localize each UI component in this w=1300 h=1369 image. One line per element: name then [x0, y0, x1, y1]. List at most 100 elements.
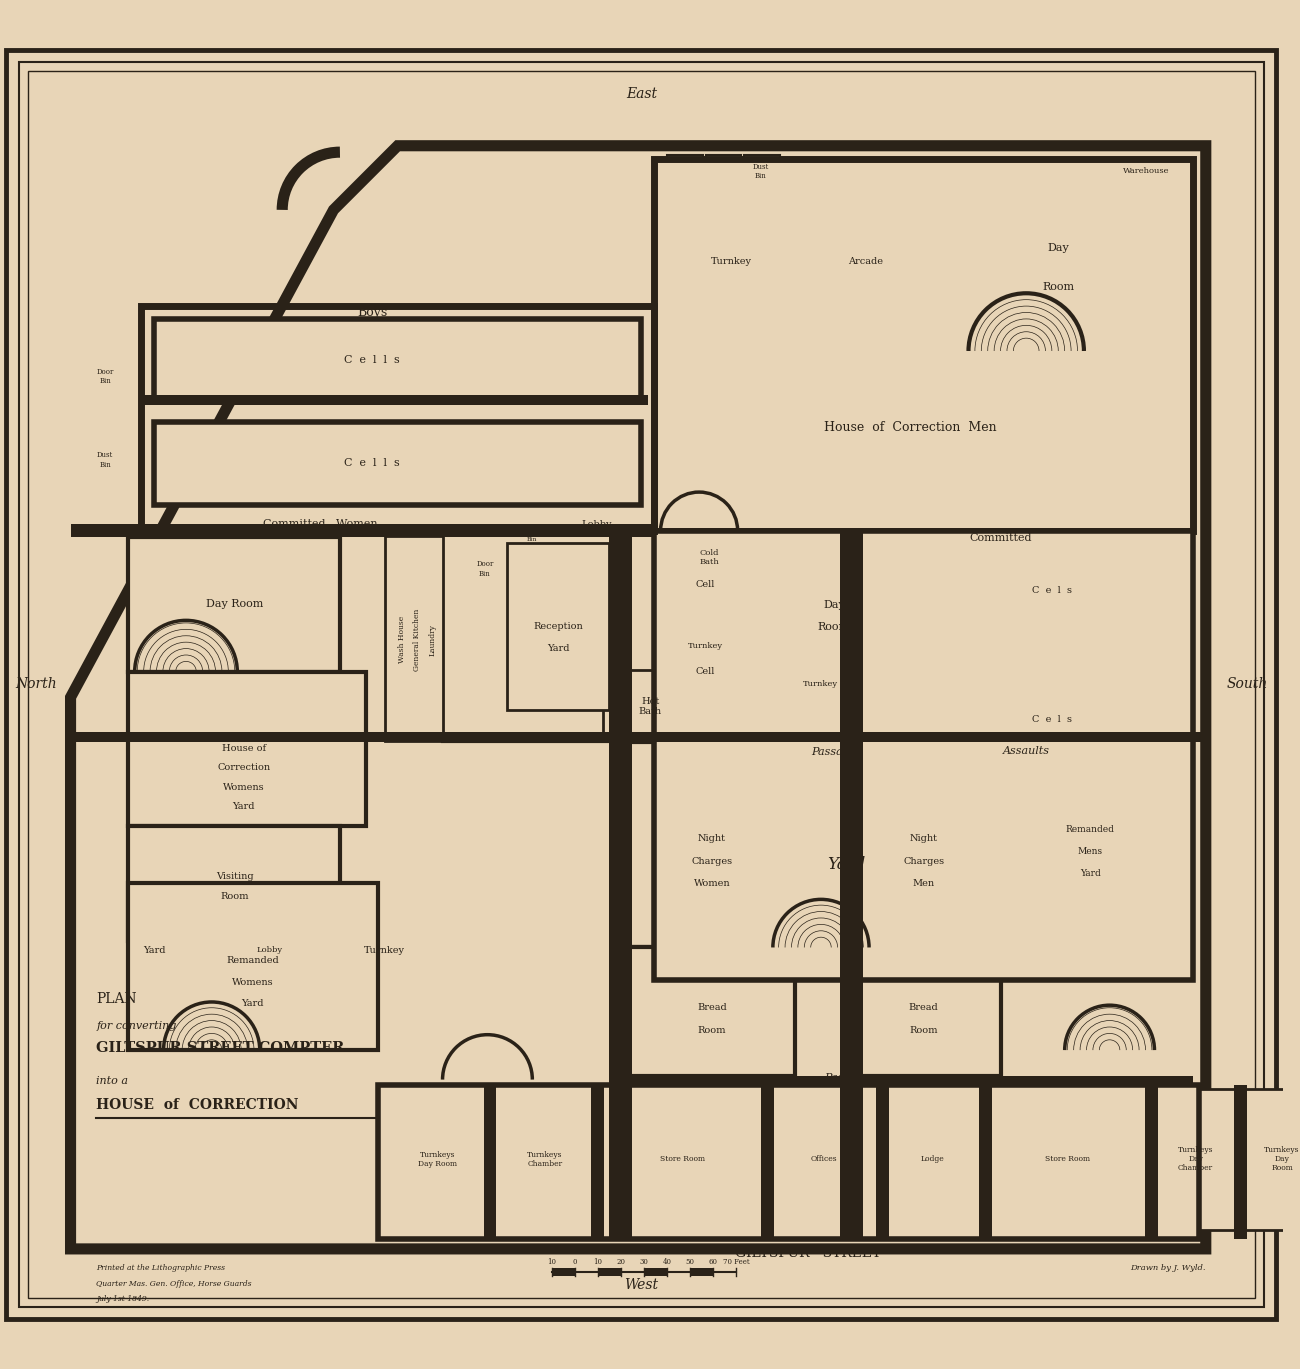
Text: Arcade: Arcade	[849, 257, 884, 266]
Bar	[918, 546, 966, 639]
Text: House  of  Correction  Men: House of Correction Men	[824, 422, 997, 434]
Bar	[153, 319, 641, 402]
Text: Mens: Mens	[1078, 847, 1102, 856]
Text: 0: 0	[572, 1258, 577, 1266]
Text: Door
Bin: Door Bin	[476, 560, 494, 578]
Text: East: East	[625, 88, 656, 101]
Text: Reception: Reception	[533, 623, 582, 631]
Bar	[918, 675, 966, 768]
Text: C  e  l  s: C e l s	[1032, 586, 1072, 596]
Bar	[610, 533, 632, 1239]
Text: South: South	[1226, 678, 1268, 691]
Text: Yard: Yard	[547, 643, 569, 653]
Text: Laundry: Laundry	[428, 624, 437, 656]
Bar	[979, 1084, 992, 1239]
Bar	[911, 537, 1193, 646]
Text: Yard: Yard	[242, 999, 264, 1009]
Text: Remanded: Remanded	[1066, 826, 1115, 834]
Text: General Kitchen: General Kitchen	[413, 608, 421, 671]
Text: Lobby: Lobby	[581, 520, 612, 528]
Text: Dust
Bin: Dust Bin	[753, 163, 768, 179]
Bar	[911, 665, 1193, 775]
Text: for converting: for converting	[96, 1020, 177, 1031]
Text: Yard: Yard	[1080, 868, 1101, 878]
Text: 20: 20	[616, 1258, 625, 1266]
Text: 10: 10	[547, 1258, 556, 1266]
Bar	[142, 394, 647, 405]
Bar	[628, 947, 796, 1076]
Bar	[744, 155, 780, 178]
Text: Womens: Womens	[222, 783, 264, 791]
Text: Boys: Boys	[358, 307, 387, 319]
Bar	[644, 1268, 667, 1276]
Bar	[507, 543, 610, 711]
Text: Quarter Mas. Gen. Office, Horse Guards: Quarter Mas. Gen. Office, Horse Guards	[96, 1280, 252, 1288]
Text: Assaults: Assaults	[1002, 746, 1049, 756]
Text: Store Room: Store Room	[1045, 1155, 1089, 1164]
Bar	[654, 159, 1193, 531]
Bar	[1240, 1088, 1300, 1229]
Bar	[883, 1088, 983, 1229]
Text: Store Room: Store Room	[660, 1155, 705, 1164]
Text: Men: Men	[913, 879, 935, 888]
Bar	[654, 531, 1193, 980]
Bar	[1132, 675, 1182, 768]
Text: into a: into a	[96, 1076, 129, 1086]
Text: Turnkeys
Day Room: Turnkeys Day Room	[417, 1150, 458, 1168]
Bar	[592, 1084, 604, 1239]
Text: Women: Women	[694, 879, 731, 888]
Bar	[667, 155, 703, 178]
Text: Cold
Bath: Cold Bath	[699, 549, 719, 567]
Bar	[70, 524, 654, 537]
Bar	[551, 1268, 575, 1276]
Text: Yard: Yard	[143, 946, 165, 954]
Bar	[246, 331, 313, 389]
Text: 30: 30	[640, 1258, 649, 1266]
Text: 60: 60	[708, 1258, 718, 1266]
Text: Turnkey: Turnkey	[688, 642, 723, 650]
Text: Room: Room	[1043, 282, 1074, 292]
Bar	[142, 307, 654, 531]
Text: 10: 10	[593, 1258, 602, 1266]
Bar	[690, 1268, 714, 1276]
Text: Bread: Bread	[909, 1003, 939, 1012]
Text: Womens: Womens	[231, 977, 273, 987]
Text: HOUSE  of  CORRECTION: HOUSE of CORRECTION	[96, 1098, 299, 1112]
Text: Door
Bin: Door Bin	[525, 531, 540, 542]
Bar	[1024, 675, 1074, 768]
Text: Bread: Bread	[697, 1003, 727, 1012]
Bar	[876, 1084, 889, 1239]
Bar	[406, 331, 472, 389]
Bar	[564, 434, 630, 491]
Text: Passage: Passage	[811, 747, 857, 757]
Bar	[654, 635, 757, 711]
Bar	[1001, 742, 1180, 947]
Text: Turnkeys
Day
Chamber: Turnkeys Day Chamber	[1178, 1146, 1213, 1172]
Text: 50: 50	[685, 1258, 694, 1266]
Bar	[129, 826, 339, 941]
Text: 70 Feet: 70 Feet	[723, 1258, 750, 1266]
Bar	[1152, 1088, 1239, 1229]
Bar	[628, 742, 796, 947]
Polygon shape	[83, 159, 1193, 1236]
Bar	[1024, 546, 1074, 639]
Text: Committed: Committed	[970, 534, 1032, 543]
Bar	[846, 742, 1001, 947]
Bar	[378, 1084, 1200, 1239]
Text: Drawn by J. Wyld.: Drawn by J. Wyld.	[1130, 1265, 1206, 1272]
Bar	[166, 434, 234, 491]
Text: Day: Day	[823, 600, 845, 611]
Text: Cell: Cell	[696, 580, 715, 589]
Bar	[654, 543, 757, 634]
Bar	[153, 422, 641, 505]
Text: Yard: Yard	[828, 856, 866, 872]
Polygon shape	[70, 145, 1206, 1249]
Bar	[968, 345, 1084, 402]
Bar	[1145, 1084, 1158, 1239]
Text: 40: 40	[663, 1258, 672, 1266]
Bar	[601, 1088, 764, 1229]
Text: Charges: Charges	[903, 857, 944, 867]
Text: Room: Room	[221, 891, 250, 901]
Bar	[706, 155, 741, 178]
Text: Charges: Charges	[692, 857, 732, 867]
